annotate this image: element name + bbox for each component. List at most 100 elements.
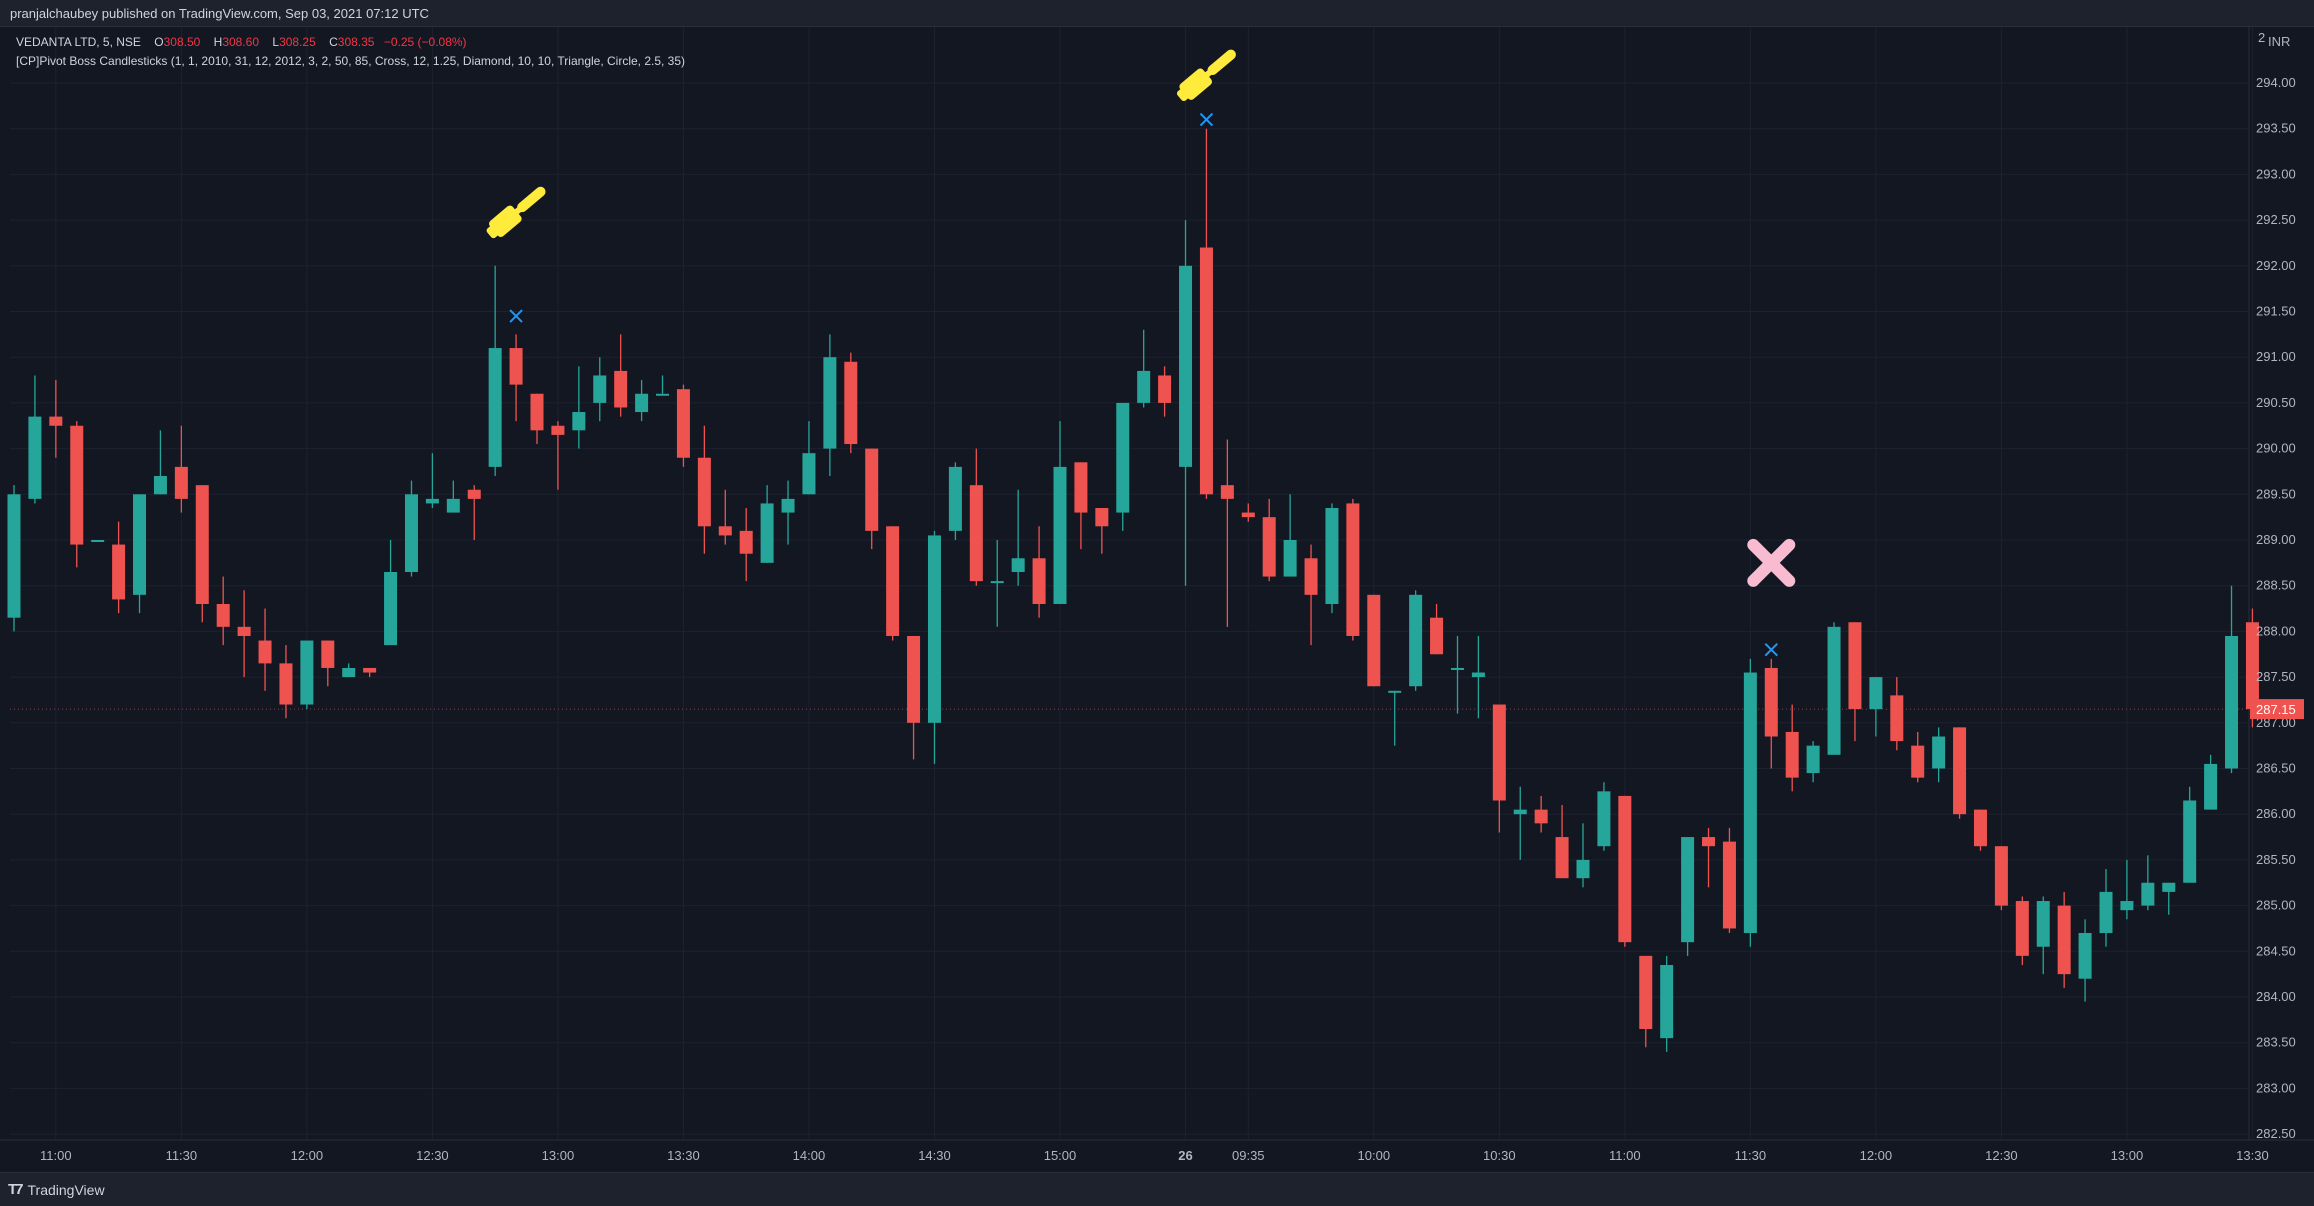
candle-body	[676, 389, 690, 458]
candle-body	[1471, 672, 1485, 678]
candle-body	[300, 640, 314, 705]
low-value: 308.25	[279, 35, 316, 49]
candle-body	[2015, 901, 2029, 956]
candle-body	[823, 357, 837, 449]
candle-body	[1576, 859, 1590, 879]
candle	[1639, 955, 1653, 1048]
candle	[300, 640, 314, 710]
time-axis[interactable]: 11:00 11:30 12:00 12:30 13:00 13:30 14:00 14:30…	[40, 1148, 2269, 1163]
price-tick-label: 291.00	[2256, 349, 2296, 364]
candle	[1116, 402, 1130, 531]
indicator-row: [CP]Pivot Boss Candlesticks (1, 1, 2010,…	[16, 52, 685, 71]
candle-body	[1199, 247, 1213, 495]
candle	[530, 393, 544, 445]
candle-body	[1702, 837, 1716, 847]
candle-body	[635, 393, 649, 413]
hammer-icon	[1176, 49, 1236, 102]
candle	[1848, 622, 1862, 742]
candle-body	[1346, 503, 1360, 636]
candle	[572, 366, 586, 449]
candle-body	[174, 466, 188, 499]
price-tick-label: 291.50	[2256, 304, 2296, 319]
candle-body	[927, 535, 941, 723]
price-axis[interactable]: 294.00 293.50 293.00 292.50 292.00 291.50 291.…	[2250, 30, 2304, 1141]
price-tick-label: 286.00	[2256, 806, 2296, 821]
plot-background	[0, 27, 2314, 1172]
candle	[718, 489, 732, 545]
candle	[1262, 498, 1276, 582]
candle-body	[1325, 508, 1339, 604]
candle-body	[1806, 745, 1820, 774]
candle-body	[1450, 667, 1464, 670]
candle-body	[384, 571, 398, 646]
candle	[1722, 827, 1736, 934]
candle-body	[1053, 466, 1067, 604]
candle	[990, 540, 1004, 627]
tradingview-brand: TradingView	[27, 1181, 105, 1198]
candle-body	[1555, 837, 1569, 879]
candle	[823, 334, 837, 477]
price-tick-label: 292.50	[2256, 212, 2296, 227]
candle	[133, 494, 147, 614]
tradingview-logo-icon: T7	[8, 1181, 23, 1198]
candle	[886, 526, 900, 641]
candle-body	[948, 466, 962, 531]
candle-body	[216, 603, 230, 627]
candle-body	[718, 526, 732, 536]
candle-body	[1911, 745, 1925, 778]
last-price-label: 287.15	[2256, 702, 2296, 717]
candle	[635, 380, 649, 422]
candle-body	[2225, 635, 2239, 769]
hammer-handle	[517, 186, 546, 213]
candle	[1618, 795, 1632, 947]
candle	[1513, 786, 1527, 860]
candle	[1806, 741, 1820, 783]
candle-body	[2078, 933, 2092, 979]
time-tick-label: 11:00	[40, 1148, 72, 1163]
cross-marker-stroke	[509, 309, 523, 323]
candle-body	[760, 503, 774, 563]
candle	[2204, 754, 2218, 810]
candle	[1953, 727, 1967, 819]
candle-body	[886, 526, 900, 636]
candle	[2036, 896, 2050, 975]
candle-body	[1660, 965, 1674, 1039]
tradingview-logo[interactable]: T7 TradingView	[8, 1181, 105, 1198]
x-mark-icon	[1747, 538, 1796, 587]
candle-body	[1116, 402, 1130, 513]
hammer-face	[486, 224, 500, 239]
candle-body	[91, 540, 105, 542]
candle	[153, 430, 167, 495]
price-tick-label: 284.00	[2256, 989, 2296, 1004]
time-tick-label: 09:35	[1232, 1148, 1265, 1163]
candle	[1409, 590, 1423, 691]
candle-body	[509, 348, 523, 385]
candle-body	[467, 489, 481, 499]
price-tick-label: 290.50	[2256, 395, 2296, 410]
candle	[1932, 727, 1946, 783]
x-mark-stroke	[1747, 538, 1796, 587]
candle-body	[1367, 594, 1381, 687]
last-price-tag	[2250, 699, 2304, 720]
hammer-icon	[486, 186, 546, 239]
price-tick-label: 283.50	[2256, 1035, 2296, 1050]
candle	[509, 334, 523, 422]
candle	[802, 421, 816, 495]
price-tick-label: 288.00	[2256, 623, 2296, 638]
candle-body	[530, 393, 544, 431]
candle	[1283, 494, 1297, 577]
candle-body	[1722, 841, 1736, 929]
hammer-face	[1176, 87, 1190, 102]
candle-body	[781, 498, 795, 513]
grid	[0, 27, 2314, 1172]
markers	[486, 49, 1796, 657]
candle-body	[2204, 763, 2218, 810]
candle-body	[2162, 882, 2176, 892]
cross-marker-stroke	[1199, 112, 1214, 127]
candle	[1471, 635, 1485, 719]
candle	[1764, 658, 1778, 769]
candle	[1220, 439, 1234, 627]
candle	[1241, 503, 1255, 522]
open-label: O	[154, 35, 164, 49]
